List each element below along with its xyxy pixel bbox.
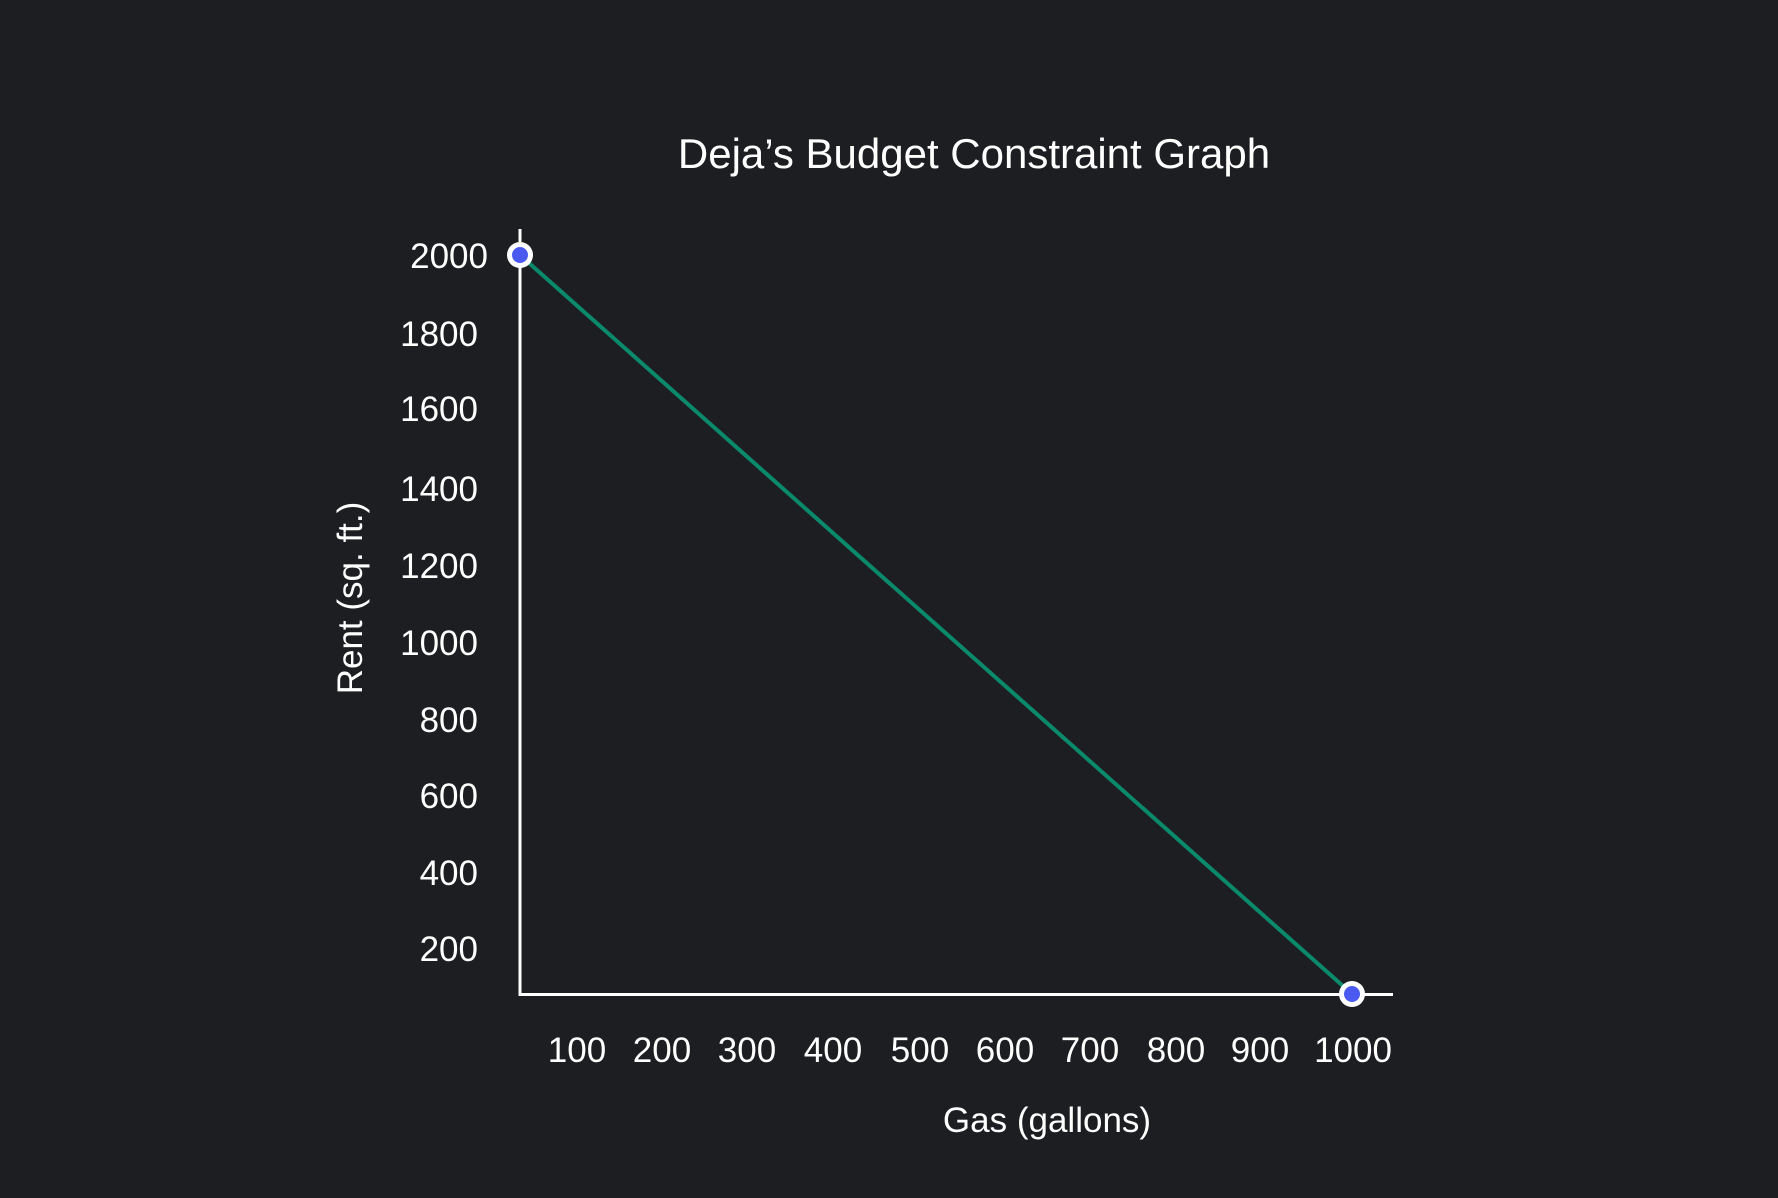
x-tick-label: 600 bbox=[976, 1031, 1034, 1070]
x-tick-label: 200 bbox=[633, 1031, 691, 1070]
y-tick-label: 200 bbox=[420, 930, 478, 969]
y-tick-label: 2000 bbox=[410, 237, 488, 276]
x-tick-label: 100 bbox=[548, 1031, 606, 1070]
y-axis-label: Rent (sq. ft.) bbox=[331, 502, 370, 695]
point-max-gas[interactable] bbox=[1339, 981, 1365, 1007]
y-tick-labels: 2000 1800 1600 1400 1200 1000 800 600 40… bbox=[400, 237, 488, 969]
x-tick-label: 1000 bbox=[1314, 1031, 1392, 1070]
budget-constraint-line bbox=[518, 253, 1354, 996]
point-max-rent[interactable] bbox=[507, 242, 533, 268]
point-dot-icon bbox=[512, 247, 528, 263]
x-tick-label: 300 bbox=[718, 1031, 776, 1070]
y-tick-label: 1400 bbox=[400, 470, 478, 509]
y-tick-label: 600 bbox=[420, 777, 478, 816]
y-tick-label: 800 bbox=[420, 701, 478, 740]
y-tick-label: 1200 bbox=[400, 547, 478, 586]
y-tick-label: 400 bbox=[420, 854, 478, 893]
point-dot-icon bbox=[1344, 986, 1360, 1002]
x-tick-label: 900 bbox=[1231, 1031, 1289, 1070]
y-tick-label: 1000 bbox=[400, 624, 478, 663]
x-axis-label: Gas (gallons) bbox=[943, 1101, 1151, 1140]
y-tick-label: 1600 bbox=[400, 390, 478, 429]
y-tick-label: 1800 bbox=[400, 315, 478, 354]
x-tick-labels: 100 200 300 400 500 600 700 800 900 1000 bbox=[548, 1031, 1392, 1070]
x-tick-label: 500 bbox=[891, 1031, 949, 1070]
x-tick-label: 400 bbox=[804, 1031, 862, 1070]
x-tick-label: 700 bbox=[1061, 1031, 1119, 1070]
x-tick-label: 800 bbox=[1147, 1031, 1205, 1070]
chart-title: Deja’s Budget Constraint Graph bbox=[678, 130, 1270, 177]
